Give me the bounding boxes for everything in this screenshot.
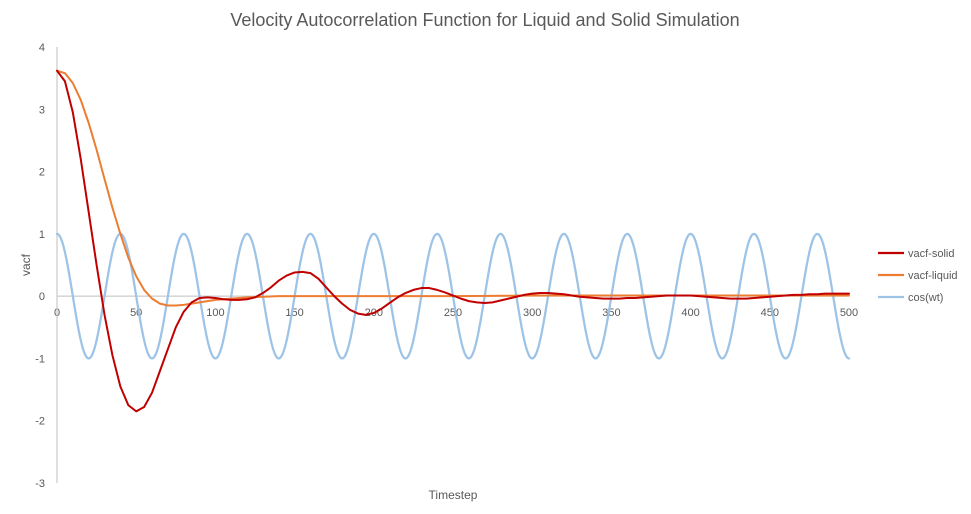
- x-tick-label: 450: [761, 307, 779, 319]
- x-tick-label: 400: [681, 307, 699, 319]
- y-tick-label: -1: [35, 353, 45, 365]
- legend-label: cos(wt): [908, 292, 943, 304]
- legend-label: vacf-solid: [908, 248, 954, 260]
- y-tick-label: 1: [39, 229, 45, 241]
- y-tick-label: -2: [35, 416, 45, 428]
- x-tick-label: 300: [523, 307, 541, 319]
- x-tick-label: 500: [840, 307, 858, 319]
- y-tick-label: 3: [39, 104, 45, 116]
- y-tick-label: 4: [39, 42, 45, 54]
- legend-label: vacf-liquid: [908, 270, 958, 282]
- y-tick-label: 0: [39, 291, 45, 303]
- x-tick-label: 150: [285, 307, 303, 319]
- x-axis-title: Timestep: [429, 488, 478, 502]
- chart-title: Velocity Autocorrelation Function for Li…: [230, 10, 739, 30]
- legend: vacf-solid vacf-liquid cos(wt): [878, 248, 958, 304]
- series-line-vacf-liquid: [56, 69, 850, 307]
- x-tick-label: 100: [206, 307, 224, 319]
- series-line-vacf-solid: [56, 69, 850, 413]
- series-group: [55, 69, 851, 413]
- y-axis-title: vacf: [19, 253, 33, 276]
- x-tick-label: 350: [602, 307, 620, 319]
- y-axis-ticks: -3 -2 -1 0 1 2 3 4: [35, 42, 45, 490]
- y-tick-label: 2: [39, 167, 45, 179]
- x-tick-label: 250: [444, 307, 462, 319]
- y-tick-label: -3: [35, 478, 45, 490]
